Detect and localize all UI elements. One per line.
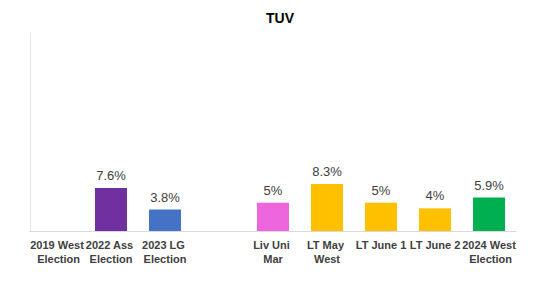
- svg-text:2023 LG: 2023 LG: [142, 239, 188, 251]
- svg-text:LT June 1: LT June 1: [356, 239, 407, 251]
- svg-text:TUV: TUV: [266, 10, 295, 26]
- svg-text:4%: 4%: [426, 188, 445, 203]
- svg-text:3.8%: 3.8%: [150, 190, 180, 205]
- svg-text:5%: 5%: [264, 183, 283, 198]
- svg-text:5.9%: 5.9%: [474, 178, 504, 193]
- svg-text:5%: 5%: [372, 183, 391, 198]
- svg-text:LT May: LT May: [307, 239, 347, 251]
- svg-text:Mar: Mar: [263, 253, 283, 265]
- svg-text:Election: Election: [34, 253, 80, 265]
- svg-text:LT June 2: LT June 2: [410, 239, 461, 251]
- svg-text:West: West: [314, 253, 340, 265]
- svg-text:Election: Election: [466, 253, 512, 265]
- svg-text:7.6%: 7.6%: [96, 168, 126, 183]
- svg-text:Liv Uni: Liv Uni: [253, 239, 293, 251]
- svg-text:2019 West: 2019 West: [30, 239, 84, 251]
- svg-text:2022 Ass: 2022 Ass: [86, 239, 136, 251]
- svg-text:Election: Election: [144, 253, 187, 265]
- svg-text:2024 West: 2024 West: [462, 239, 516, 251]
- svg-text:8.3%: 8.3%: [312, 164, 342, 179]
- svg-text:Election: Election: [90, 253, 133, 265]
